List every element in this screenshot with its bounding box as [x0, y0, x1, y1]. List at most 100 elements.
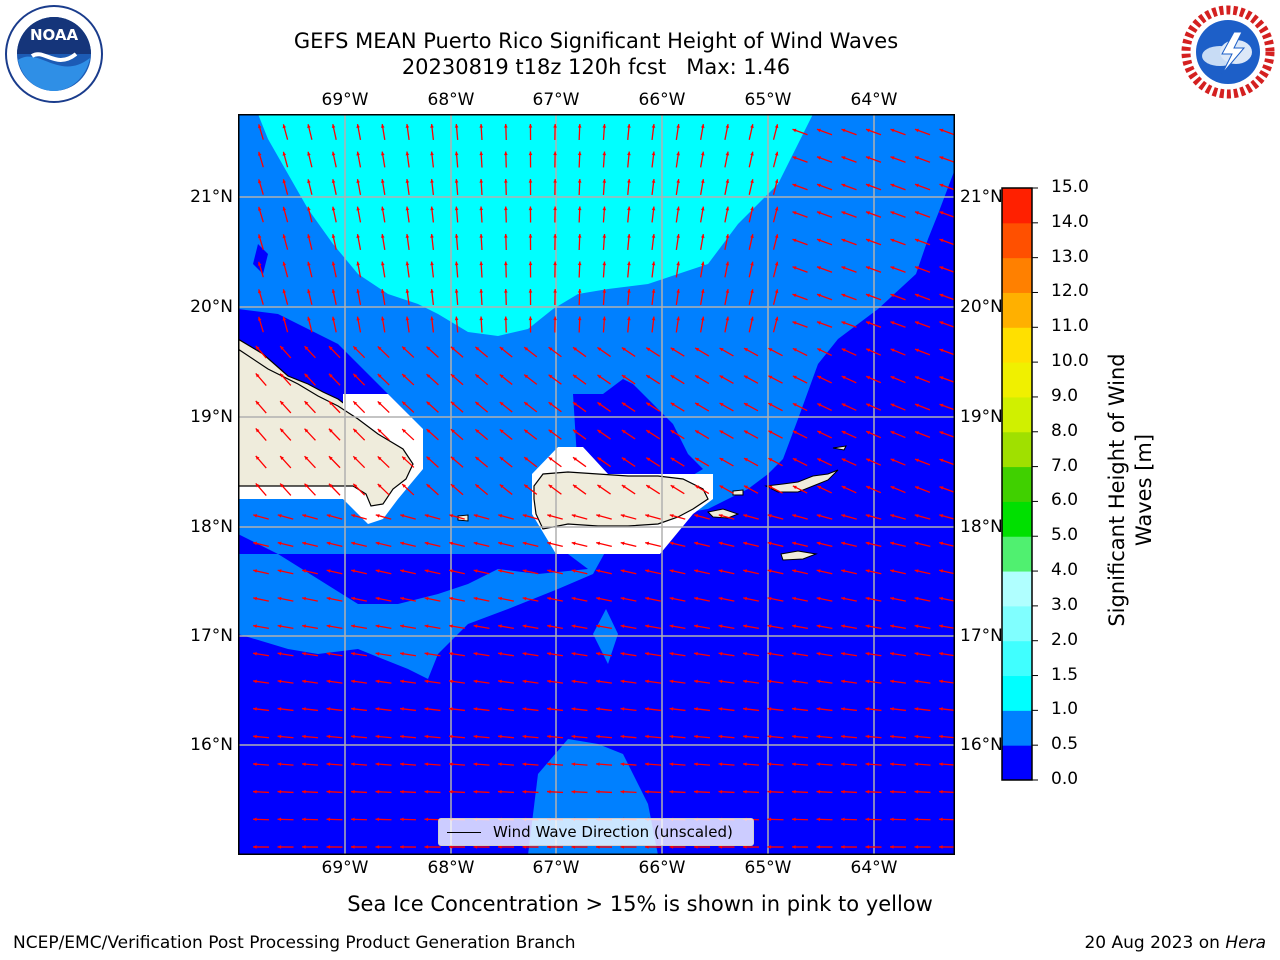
- wave-direction-arrow: [840, 707, 858, 712]
- wave-direction-arrow: [767, 624, 784, 630]
- wave-direction-arrow: [577, 206, 582, 223]
- wave-direction-arrow: [772, 124, 779, 140]
- wave-direction-arrow: [454, 288, 459, 306]
- wave-direction-arrow: [595, 679, 613, 684]
- wave-direction-arrow: [522, 707, 539, 712]
- wave-direction-arrow: [547, 541, 563, 548]
- wave-direction-arrow: [257, 151, 264, 168]
- wave-direction-arrow: [914, 266, 931, 273]
- wave-direction-arrow: [772, 234, 779, 250]
- wave-direction-arrow: [865, 321, 882, 328]
- wave-direction-arrow: [816, 679, 833, 684]
- wave-direction-arrow: [792, 485, 808, 494]
- wave-direction-arrow: [865, 183, 882, 191]
- wave-direction-arrow: [890, 321, 906, 328]
- wave-direction-arrow: [743, 375, 759, 384]
- wave-direction-arrow: [767, 845, 784, 849]
- wave-direction-arrow: [328, 455, 341, 469]
- colorbar-segment: [1002, 710, 1032, 746]
- wave-direction-arrow: [939, 211, 955, 218]
- wave-direction-arrow: [724, 124, 730, 140]
- wave-direction-arrow: [282, 206, 289, 223]
- wave-direction-arrow: [627, 123, 631, 141]
- wave-direction-arrow: [602, 233, 607, 251]
- wave-direction-arrow: [938, 679, 955, 684]
- wave-direction-arrow: [479, 151, 484, 168]
- wave-direction-arrow: [577, 233, 582, 251]
- wave-direction-arrow: [865, 596, 882, 602]
- wave-direction-arrow: [767, 817, 784, 822]
- wave-direction-arrow: [257, 316, 264, 333]
- wave-direction-arrow: [454, 178, 459, 196]
- wave-direction-arrow: [282, 289, 289, 305]
- wave-direction-arrow: [669, 514, 686, 520]
- wave-direction-arrow: [767, 652, 784, 657]
- wave-direction-arrow: [571, 679, 588, 684]
- wave-direction-arrow: [816, 707, 833, 712]
- wave-direction-arrow: [651, 233, 656, 251]
- wave-direction-arrow: [474, 346, 489, 358]
- wave-direction-arrow: [326, 789, 343, 794]
- colorbar-segment: [1002, 327, 1032, 363]
- wave-direction-arrow: [277, 789, 294, 794]
- wave-direction-arrow: [644, 789, 662, 794]
- wave-direction-arrow: [675, 233, 680, 251]
- wave-direction-arrow: [743, 485, 759, 494]
- wave-direction-arrow: [890, 569, 906, 575]
- wave-direction-arrow: [865, 624, 882, 630]
- wave-direction-arrow: [499, 483, 513, 496]
- wave-direction-arrow: [644, 679, 662, 684]
- wave-direction-arrow: [889, 817, 907, 822]
- wave-direction-arrow: [841, 569, 857, 575]
- wave-direction-arrow: [670, 457, 685, 467]
- sea-low-area: [253, 244, 268, 274]
- wave-direction-arrow: [301, 817, 319, 822]
- wave-direction-arrow: [792, 266, 808, 273]
- wave-direction-arrow: [277, 569, 294, 575]
- wave-direction-arrow: [669, 734, 686, 739]
- wave-direction-arrow: [939, 128, 955, 136]
- wave-direction-arrow: [675, 151, 680, 168]
- wave-direction-arrow: [504, 288, 508, 306]
- wave-direction-arrow: [792, 596, 808, 602]
- wave-direction-arrow: [401, 483, 415, 496]
- wave-direction-arrow: [553, 206, 557, 223]
- wave-direction-arrow: [669, 596, 686, 602]
- sea-ice-caption: Sea Ice Concentration > 15% is shown in …: [347, 892, 933, 916]
- wave-direction-arrow: [724, 179, 730, 195]
- wave-direction-arrow: [449, 514, 465, 520]
- wave-direction-arrow: [277, 679, 294, 684]
- wave-direction-arrow: [377, 483, 390, 496]
- wave-direction-arrow: [400, 569, 416, 575]
- wave-direction-arrow: [816, 183, 833, 191]
- wave-direction-arrow: [865, 707, 882, 712]
- wave-direction-arrow: [351, 624, 367, 630]
- wave-direction-arrow: [252, 707, 270, 712]
- lon-tick-top: 68°W: [427, 90, 475, 110]
- wave-direction-arrow: [621, 457, 636, 467]
- wave-direction-arrow: [772, 261, 779, 278]
- wave-direction-arrow: [528, 178, 533, 196]
- lat-tick-left: 18°N: [190, 517, 233, 537]
- wave-direction-arrow: [865, 403, 882, 411]
- wave-direction-arrow: [669, 845, 686, 849]
- wave-direction-arrow: [424, 569, 441, 575]
- wave-direction-arrow: [939, 486, 955, 493]
- wave-direction-arrow: [890, 514, 906, 520]
- wave-direction-arrow: [865, 238, 882, 246]
- wave-direction-arrow: [841, 485, 857, 494]
- wave-direction-arrow: [914, 652, 931, 657]
- wave-direction-arrow: [644, 762, 662, 766]
- wave-direction-arrow: [675, 261, 680, 278]
- wave-direction-arrow: [424, 845, 441, 849]
- wave-direction-arrow: [694, 457, 710, 467]
- wave-direction-arrow: [450, 401, 464, 413]
- wave-direction-arrow: [399, 734, 417, 739]
- wave-direction-arrow: [767, 541, 784, 548]
- wave-direction-arrow: [694, 541, 710, 548]
- wave-direction-arrow: [375, 845, 392, 849]
- wave-direction-arrow: [377, 455, 390, 469]
- wave-direction-arrow: [352, 400, 366, 414]
- wave-direction-arrow: [571, 845, 588, 849]
- wave-direction-arrow: [571, 789, 588, 794]
